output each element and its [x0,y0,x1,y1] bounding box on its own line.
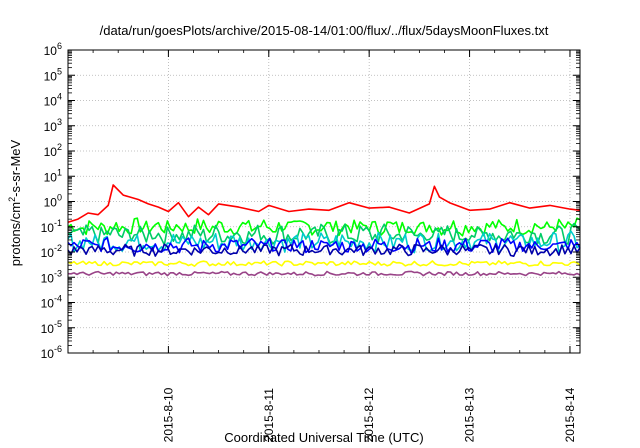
y-tick-label: 10-3 [41,268,62,285]
y-tick-label: 106 [44,41,62,58]
series-line [67,230,581,254]
series-group [67,184,581,277]
y-axis-label-main: protons/cm [8,202,23,266]
series-line [67,184,581,224]
y-axis-label-tail: -s-sr-MeV [8,139,23,196]
svg-text:protons/cm2-s-sr-MeV: protons/cm2-s-sr-MeV [7,139,23,266]
x-tick-label: 2015-8-11 [262,388,276,442]
y-ticks: 10-6 10-5 10-4 10-3 10-2 10-1 100 101 102 103 104 1… [41,41,580,361]
y-tick-label: 103 [44,117,62,134]
y-tick-label: 10-6 [41,344,62,361]
y-axis-label: protons/cm2-s-sr-MeV [7,139,23,266]
x-tick-label: 2015-8-10 [161,387,175,442]
series-line [67,222,581,246]
x-tick-label: 2015-8-14 [563,387,577,442]
chart-title: /data/run/goesPlots/archive/2015-08-14/0… [100,23,549,38]
y-tick-label: 101 [44,167,62,184]
y-axis-label-sup: 2 [7,197,17,202]
y-tick-label: 104 [44,92,62,109]
y-tick-label: 10-5 [41,319,62,336]
y-tick-label: 100 [44,193,62,210]
y-tick-label: 10-1 [41,218,62,235]
y-tick-label: 102 [44,142,62,159]
y-tick-label: 10-4 [41,294,62,311]
x-axis-label: Coordinated Universal Time (UTC) [224,430,423,445]
x-tick-label: 2015-8-13 [463,387,477,442]
x-ticks: 2015-8-10 2015-8-11 2015-8-12 2015-8-13 2015… [67,50,577,442]
series-line [67,260,581,267]
y-tick-label: 105 [44,66,62,83]
series-line [67,243,581,257]
series-line [67,270,581,277]
x-tick-label: 2015-8-12 [362,387,376,442]
y-tick-label: 10-2 [41,243,62,260]
